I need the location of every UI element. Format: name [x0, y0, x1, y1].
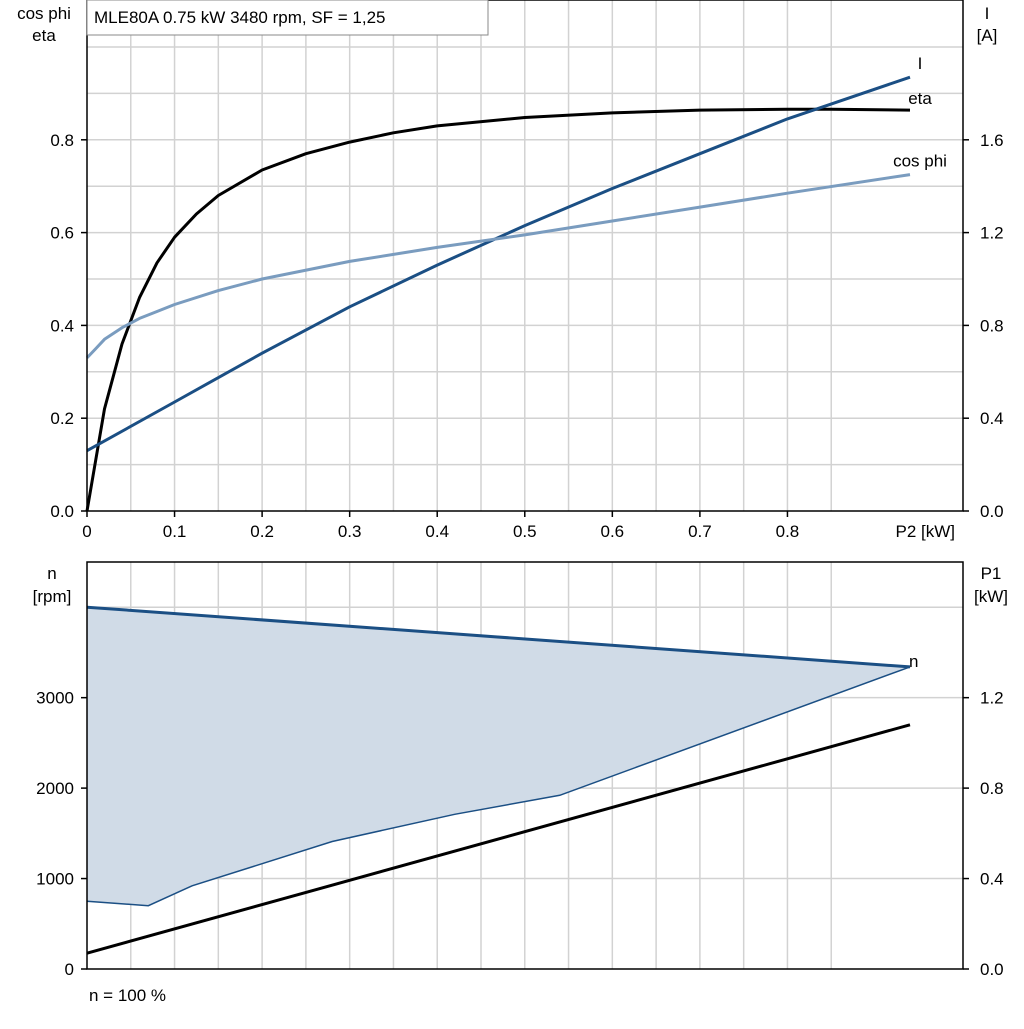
top-right-tick-label: 0.0: [980, 502, 1004, 521]
series-label-i: I: [918, 54, 923, 73]
top-right-tick-label: 1.6: [980, 131, 1004, 150]
top-right-axis-label-2: [A]: [977, 26, 998, 45]
bottom-right-tick-label: 0.8: [980, 779, 1004, 798]
top-left-tick-label: 0.8: [50, 131, 74, 150]
top-right-tick-label: 1.2: [980, 224, 1004, 243]
series-line-eta: [85, 107, 911, 512]
bottom-right-axis-label-2: [kW]: [974, 587, 1008, 606]
bottom-right-axis-label-1: P1: [981, 564, 1002, 583]
bottom-chart-frame: [86, 561, 964, 970]
top-right-axis-label-1: I: [985, 4, 990, 23]
top-x-tick-label: 0: [82, 522, 91, 541]
top-x-tick-label: 0.2: [250, 522, 274, 541]
bottom-left-tick-label: 1000: [36, 870, 74, 889]
chart-title: MLE80A 0.75 kW 3480 rpm, SF = 1,25: [94, 8, 386, 27]
bottom-left-axis-label-2: [rpm]: [33, 587, 72, 606]
top-left-tick-label: 0.6: [50, 224, 74, 243]
top-x-tick-label: 0.8: [776, 522, 800, 541]
top-x-tick-label: 0.6: [601, 522, 625, 541]
bottom-right-tick-label: 0.0: [980, 960, 1004, 979]
speed-footer-note: n = 100 %: [89, 986, 166, 1005]
bottom-left-tick-label: 2000: [36, 779, 74, 798]
top-x-tick-label: 0.4: [425, 522, 449, 541]
top-left-axis-label-2: eta: [32, 26, 56, 45]
top-x-axis-label: P2 [kW]: [895, 522, 955, 541]
top-x-tick-label: 0.7: [688, 522, 712, 541]
series-line-i: [86, 75, 911, 453]
top-left-tick-label: 0.4: [50, 316, 74, 335]
top-x-tick-label: 0.5: [513, 522, 537, 541]
bottom-left-axis-label-1: n: [47, 564, 56, 583]
top-x-tick-label: 0.1: [163, 522, 187, 541]
series-line-cos-phi: [85, 173, 911, 359]
top-left-tick-label: 0.2: [50, 409, 74, 428]
bottom-chart-series: n: [86, 605, 918, 955]
top-left-axis-label-1: cos phi: [17, 4, 71, 23]
top-x-tick-label: 0.3: [338, 522, 362, 541]
bottom-right-tick-label: 1.2: [980, 689, 1004, 708]
series-label-n: n: [909, 652, 918, 671]
bottom-left-tick-label: 0: [65, 960, 74, 979]
top-chart-frame: [86, 0, 964, 512]
chart-title-box: [86, 0, 489, 36]
top-right-tick-label: 0.4: [980, 409, 1004, 428]
series-label-eta: eta: [908, 89, 932, 108]
bottom-right-tick-label: 0.4: [980, 870, 1004, 889]
series-line-p1: [86, 723, 911, 955]
bottom-left-tick-label: 3000: [36, 689, 74, 708]
series-label-cos-phi: cos phi: [893, 152, 947, 171]
top-right-tick-label: 0.8: [980, 316, 1004, 335]
speed-lower-boundary-line: [86, 666, 911, 907]
top-left-tick-label: 0.0: [50, 502, 74, 521]
series-line-n: [86, 605, 911, 669]
speed-range-band: [87, 607, 910, 906]
